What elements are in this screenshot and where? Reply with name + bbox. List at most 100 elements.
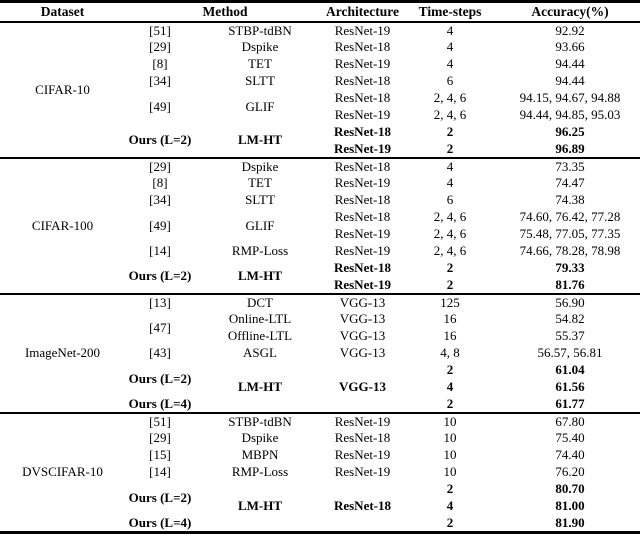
arch-cell: ResNet-18 (334, 192, 391, 207)
table-row-ours: Ours (L=2) LM-HT ResNet-18 2 79.33 (0, 260, 640, 283)
table-row: ResNet-19 2, 4, 6 94.44, 94.85, 95.03 (0, 107, 640, 124)
table-row-ours: Ours (L=2) LM-HT ResNet-18 2 80.70 (0, 481, 640, 513)
accuracy-cell: 54.82 (555, 311, 585, 326)
arch-cell: ResNet-18 (334, 209, 391, 224)
header-timesteps: Time-steps (418, 3, 482, 19)
timesteps-cell: 2 (446, 481, 454, 496)
table-row: [29] Dspike ResNet-18 10 75.40 (0, 430, 640, 447)
accuracy-cell: 73.35 (555, 158, 585, 174)
timesteps-cell: 2, 4, 6 (433, 226, 467, 241)
timesteps-cell: 2 (446, 395, 454, 411)
method-cell: DCT (247, 294, 273, 310)
method-cell: STBP-tdBN (228, 413, 292, 429)
method-cell: STBP-tdBN (228, 22, 292, 38)
accuracy-cell: 74.66, 78.28, 78.98 (519, 243, 621, 258)
table-row: [8] TET ResNet-19 4 74.47 (0, 175, 640, 192)
table-row: CIFAR-10 [51] STBP-tdBN ResNet-19 4 92.9… (0, 22, 640, 97)
ref-cell: [29] (149, 430, 171, 445)
arch-cell: VGG-13 (339, 378, 386, 394)
timesteps-cell: 4 (446, 158, 454, 174)
header-dataset: Dataset (40, 3, 85, 19)
timesteps-cell: 16 (443, 311, 457, 326)
accuracy-cell: 74.60, 76.42, 77.28 (519, 209, 621, 224)
ref-cell: [29] (149, 158, 171, 174)
table-row-ours: ResNet-19 2 81.76 (0, 277, 640, 294)
ref-cell: [51] (149, 413, 171, 429)
arch-cell: ResNet-19 (334, 22, 391, 38)
accuracy-cell: 92.92 (555, 22, 585, 38)
accuracy-cell: 74.47 (555, 175, 585, 190)
timesteps-cell: 10 (443, 447, 457, 462)
timesteps-cell: 125 (440, 294, 460, 310)
ref-cell: [51] (149, 22, 171, 38)
arch-cell: ResNet-18 (333, 124, 392, 139)
table-row-ours: Ours (L=4) 2 61.77 (0, 396, 640, 413)
timesteps-cell: 2 (446, 260, 454, 275)
arch-cell: ResNet-19 (333, 276, 392, 292)
ref-cell: [34] (149, 192, 171, 207)
arch-cell: ResNet-19 (334, 226, 391, 241)
ref-cell: [8] (152, 56, 168, 71)
timesteps-cell: 2 (446, 514, 454, 530)
method-cell: LM-HT (237, 497, 283, 513)
accuracy-cell: 96.25 (555, 124, 585, 139)
timesteps-cell: 4, 8 (440, 345, 460, 360)
timesteps-cell: 10 (443, 430, 457, 445)
accuracy-cell: 75.40 (555, 430, 585, 445)
arch-cell: ResNet-19 (334, 413, 391, 429)
arch-cell: VGG-13 (339, 345, 386, 360)
arch-cell: ResNet-18 (333, 260, 392, 275)
arch-cell: VGG-13 (339, 294, 386, 310)
ref-cell: Ours (L=2) (128, 268, 192, 283)
method-cell: ASGL (243, 345, 277, 360)
timesteps-cell: 4 (446, 498, 454, 513)
table-row: [14] RMP-Loss ResNet-19 2, 4, 6 74.66, 7… (0, 243, 640, 260)
section-cifar-100: CIFAR-100 [29] Dspike ResNet-18 4 73.35 … (0, 157, 640, 294)
table-row: Offline-LTL VGG-13 16 55.37 (0, 328, 640, 345)
header-row: Dataset Method Architecture Time-steps A… (0, 2, 640, 22)
accuracy-cell: 67.80 (555, 413, 585, 429)
timesteps-cell: 4 (446, 379, 454, 394)
section-imagenet-200: ImageNet-200 [13] DCT VGG-13 125 56.90 [… (0, 293, 640, 413)
timesteps-cell: 2 (446, 124, 454, 139)
ref-cell: Ours (L=2) (128, 489, 192, 505)
ref-cell: Ours (L=2) (128, 370, 192, 386)
accuracy-cell: 55.37 (555, 328, 585, 343)
accuracy-cell: 81.00 (555, 498, 585, 513)
accuracy-cell: 61.56 (555, 379, 585, 394)
ref-cell: [49] (149, 217, 171, 233)
arch-cell: ResNet-19 (334, 107, 391, 122)
accuracy-cell: 74.38 (555, 192, 585, 207)
ref-cell: [15] (149, 447, 171, 462)
timesteps-cell: 2 (446, 140, 454, 156)
ref-cell: [29] (149, 39, 171, 54)
method-cell: Dspike (241, 158, 279, 174)
ref-cell: [13] (149, 294, 171, 310)
section-cifar-10: CIFAR-10 [51] STBP-tdBN ResNet-19 4 92.9… (0, 21, 640, 158)
arch-cell: ResNet-19 (334, 447, 391, 462)
arch-cell: ResNet-19 (334, 243, 391, 258)
method-cell: LM-HT (237, 268, 283, 283)
table-row: [15] MBPN ResNet-19 10 74.40 (0, 447, 640, 464)
table-row: [47] Online-LTL VGG-13 16 54.82 (0, 311, 640, 335)
accuracy-cell: 81.76 (555, 276, 585, 292)
method-cell: TET (248, 56, 272, 71)
table-header: Dataset Method Architecture Time-steps A… (0, 2, 640, 22)
timesteps-cell: 2 (446, 276, 454, 292)
accuracy-cell: 76.20 (555, 464, 585, 479)
timesteps-cell: 2 (446, 362, 454, 377)
dataset-cell: CIFAR-100 (31, 217, 94, 233)
arch-cell: ResNet-18 (334, 430, 391, 445)
accuracy-cell: 80.70 (555, 481, 585, 496)
arch-cell: ResNet-18 (334, 73, 391, 88)
table-row-ours: Ours (L=4) 2 81.90 (0, 515, 640, 533)
timesteps-cell: 2, 4, 6 (433, 90, 467, 105)
dataset-cell: DVSCIFAR-10 (22, 464, 103, 479)
accuracy-cell: 56.90 (555, 294, 585, 310)
arch-cell: ResNet-18 (333, 497, 392, 513)
header-architecture: Architecture (326, 3, 399, 19)
arch-cell: ResNet-19 (334, 464, 391, 479)
header-accuracy: Accuracy(%) (531, 3, 609, 19)
method-cell: TET (248, 175, 272, 190)
accuracy-cell: 56.57, 56.81 (537, 345, 603, 360)
